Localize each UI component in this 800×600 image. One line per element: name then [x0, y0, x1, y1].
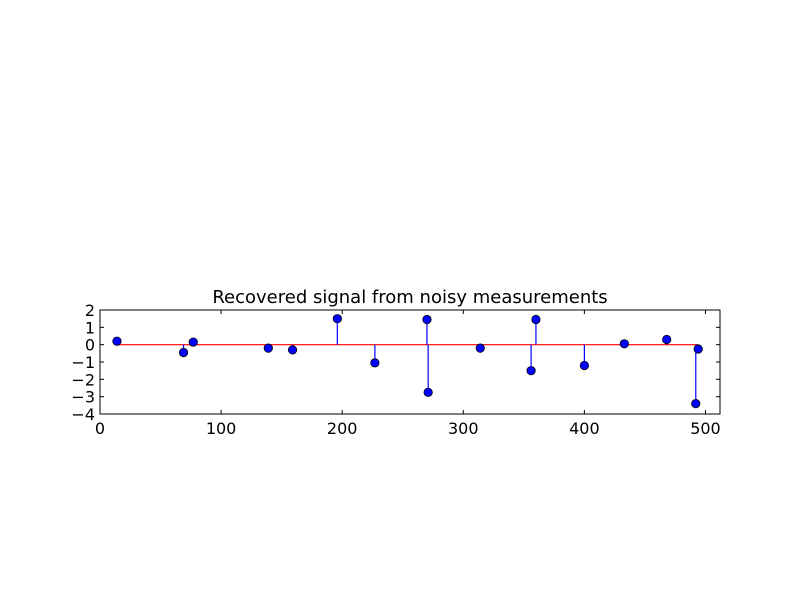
x-tick-label: 500 — [690, 419, 721, 438]
y-tick-label: 2 — [85, 301, 95, 320]
y-tick-label: 1 — [85, 318, 95, 337]
stem-marker-8 — [423, 387, 433, 397]
stem-marker-4 — [287, 345, 298, 355]
x-tick-label: 300 — [448, 419, 479, 438]
stem-marker-0 — [112, 336, 122, 346]
y-tick-label: −4 — [71, 405, 95, 424]
stem-marker-13 — [619, 339, 629, 349]
stem-marker-6 — [370, 358, 380, 368]
plot-area — [112, 314, 703, 409]
chart-title: Recovered signal from noisy measurements — [212, 287, 607, 308]
x-tick-label: 0 — [95, 419, 105, 438]
stem-marker-5 — [332, 314, 342, 324]
y-tick-label: −2 — [71, 370, 95, 389]
stem-marker-16 — [693, 344, 703, 354]
stem-marker-3 — [263, 343, 273, 353]
x-tick-label: 400 — [569, 419, 600, 438]
stem-marker-9 — [475, 343, 485, 353]
stem-marker-10 — [526, 366, 536, 376]
x-axis-ticks: 0 100 200 300 400 500 — [95, 310, 721, 438]
x-tick-label: 200 — [327, 419, 358, 438]
stem-marker-12 — [579, 360, 589, 371]
stem-marker-11 — [531, 314, 541, 325]
markers-layer — [112, 314, 703, 409]
stem-marker-2 — [188, 337, 198, 347]
stem-marker-7 — [422, 314, 432, 325]
y-tick-label: −1 — [71, 353, 95, 372]
y-tick-label: −3 — [71, 388, 95, 407]
x-tick-label: 100 — [206, 419, 237, 438]
stem-marker-15 — [691, 398, 701, 409]
stem-marker-14 — [662, 334, 672, 345]
y-tick-label: 0 — [85, 336, 95, 355]
stem-marker-1 — [178, 347, 189, 358]
y-axis-ticks: 210−1−2−3−4 — [71, 301, 720, 424]
